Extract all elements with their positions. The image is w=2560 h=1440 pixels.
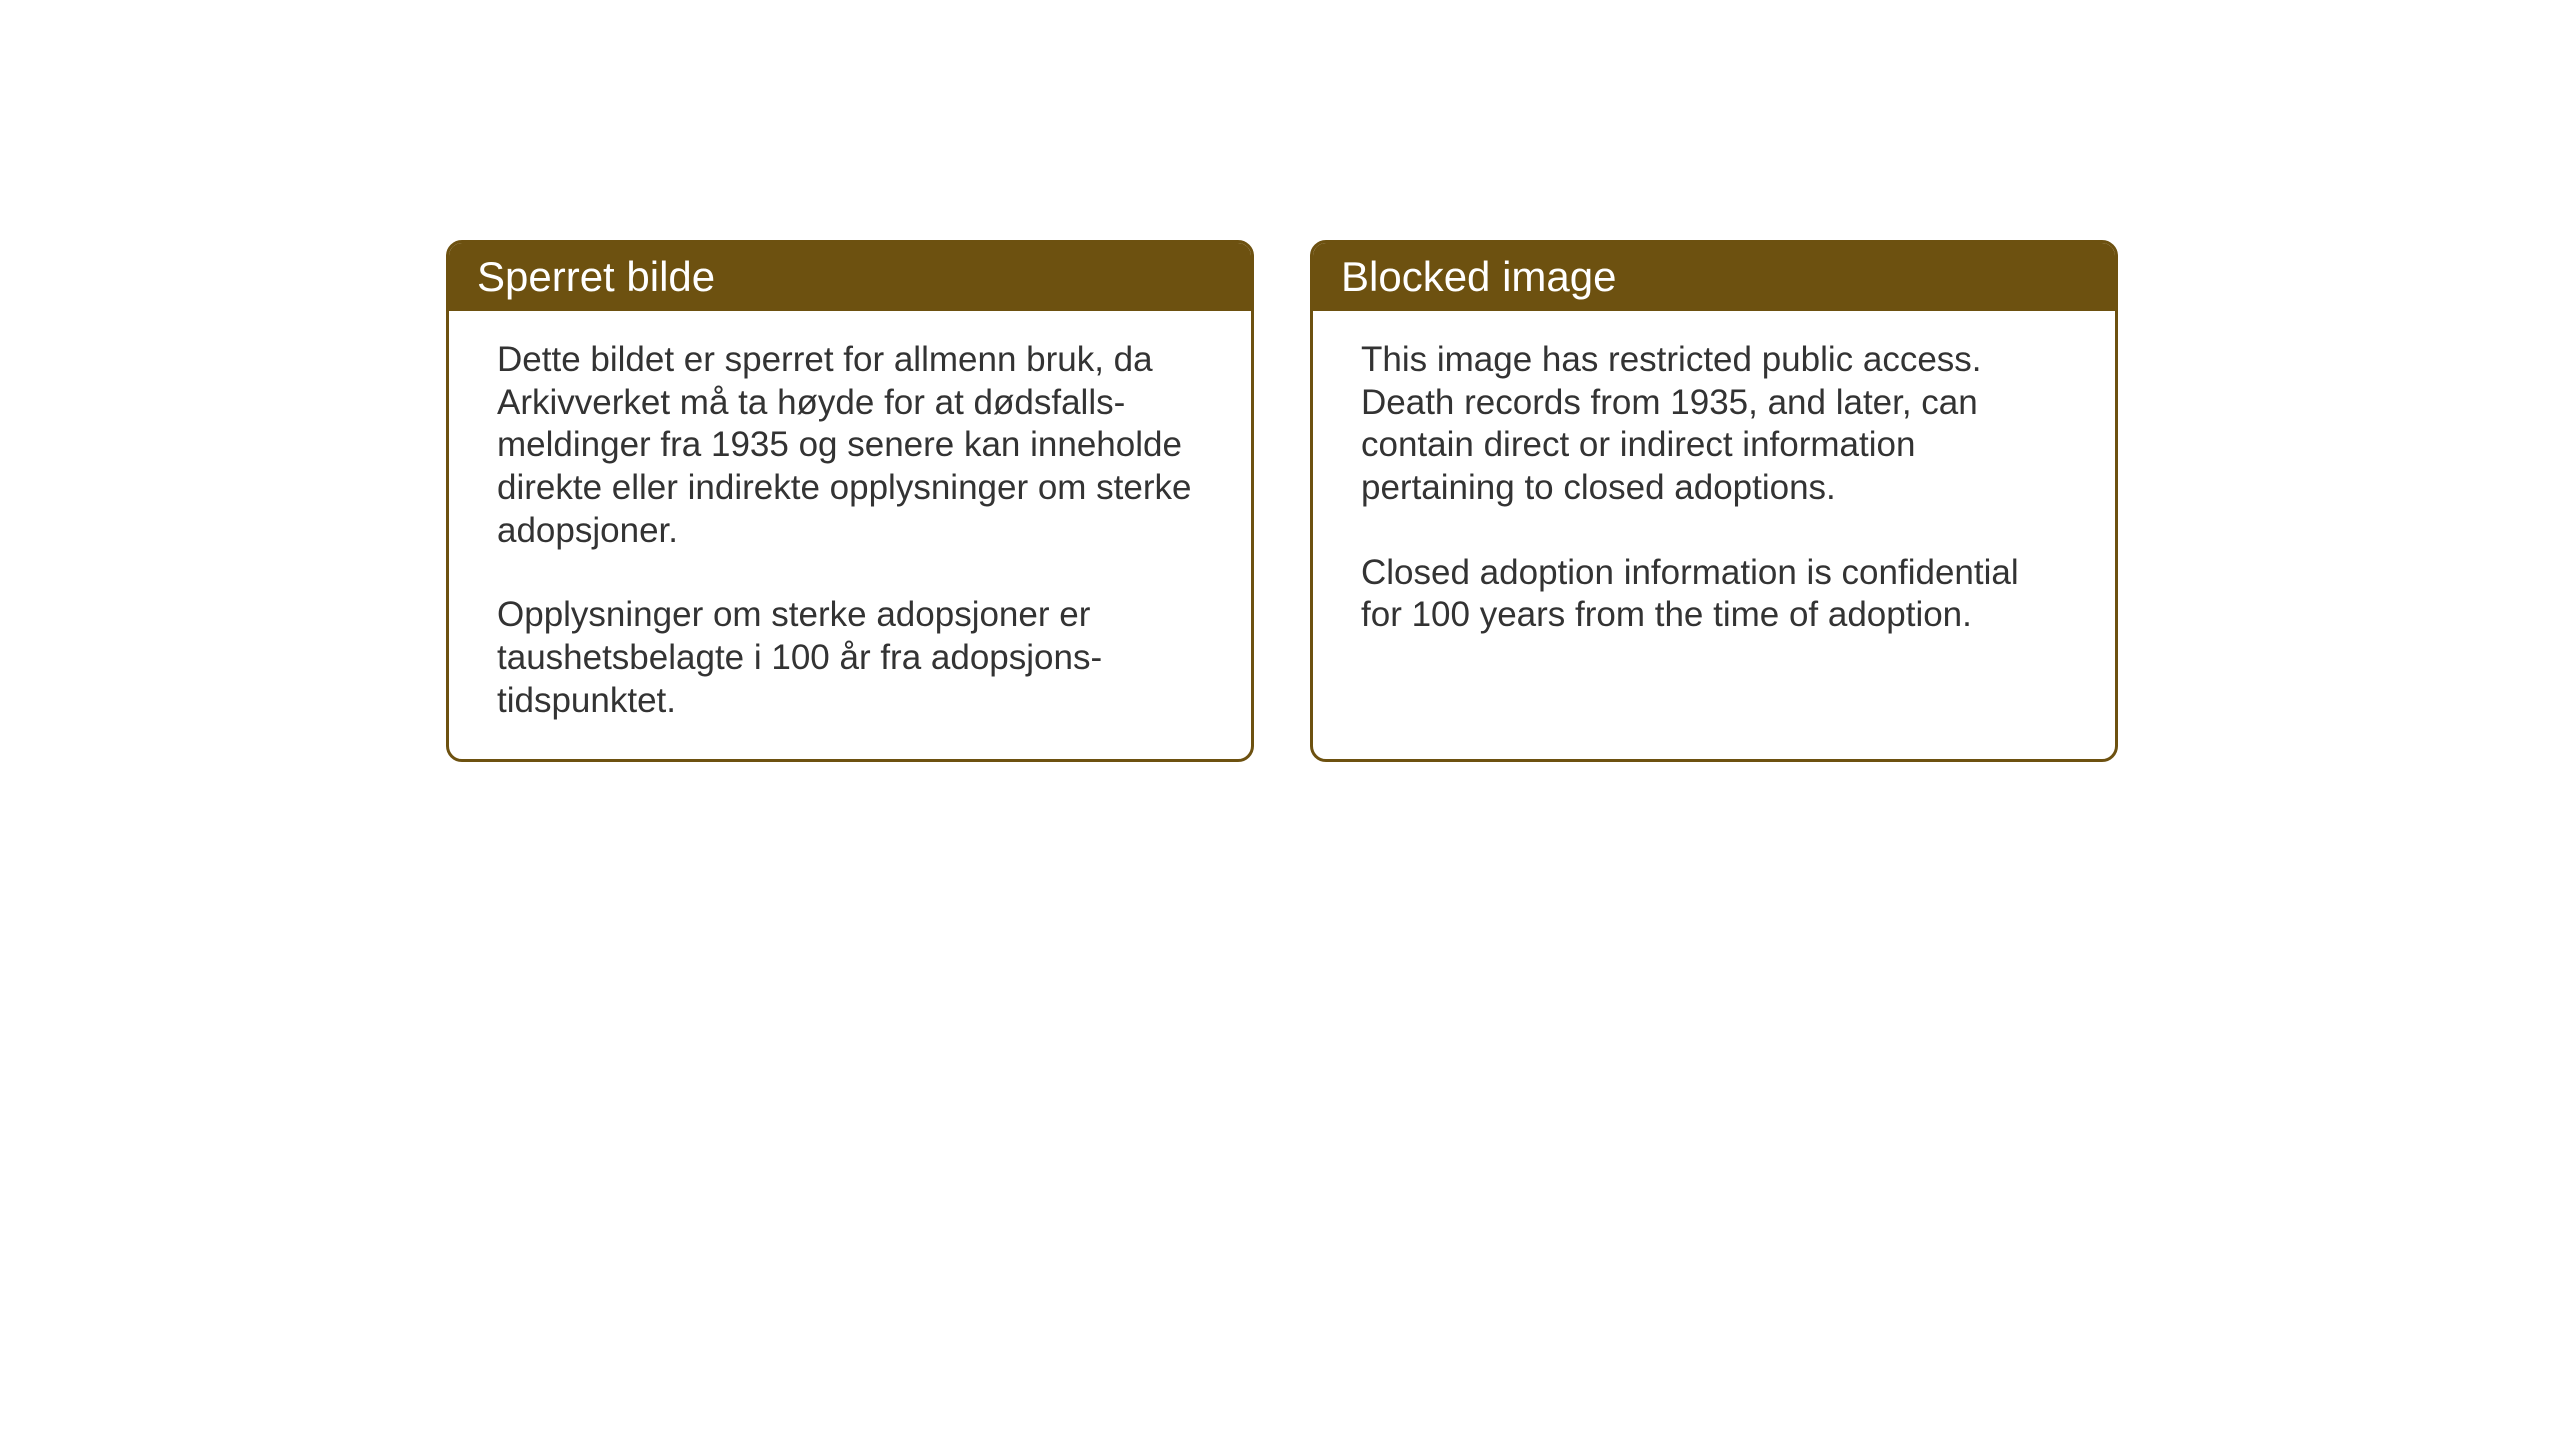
card-header-english: Blocked image — [1313, 243, 2115, 311]
card-paragraph: Closed adoption information is confident… — [1361, 552, 2067, 637]
card-body-english: This image has restricted public access.… — [1313, 311, 2115, 673]
notice-cards-container: Sperret bilde Dette bildet er sperret fo… — [446, 240, 2118, 762]
notice-card-norwegian: Sperret bilde Dette bildet er sperret fo… — [446, 240, 1254, 762]
card-header-norwegian: Sperret bilde — [449, 243, 1251, 311]
card-title: Sperret bilde — [477, 253, 715, 300]
card-title: Blocked image — [1341, 253, 1616, 300]
notice-card-english: Blocked image This image has restricted … — [1310, 240, 2118, 762]
card-paragraph: Dette bildet er sperret for allmenn bruk… — [497, 339, 1203, 552]
card-paragraph: Opplysninger om sterke adopsjoner er tau… — [497, 594, 1203, 722]
card-paragraph: This image has restricted public access.… — [1361, 339, 2067, 510]
card-body-norwegian: Dette bildet er sperret for allmenn bruk… — [449, 311, 1251, 759]
